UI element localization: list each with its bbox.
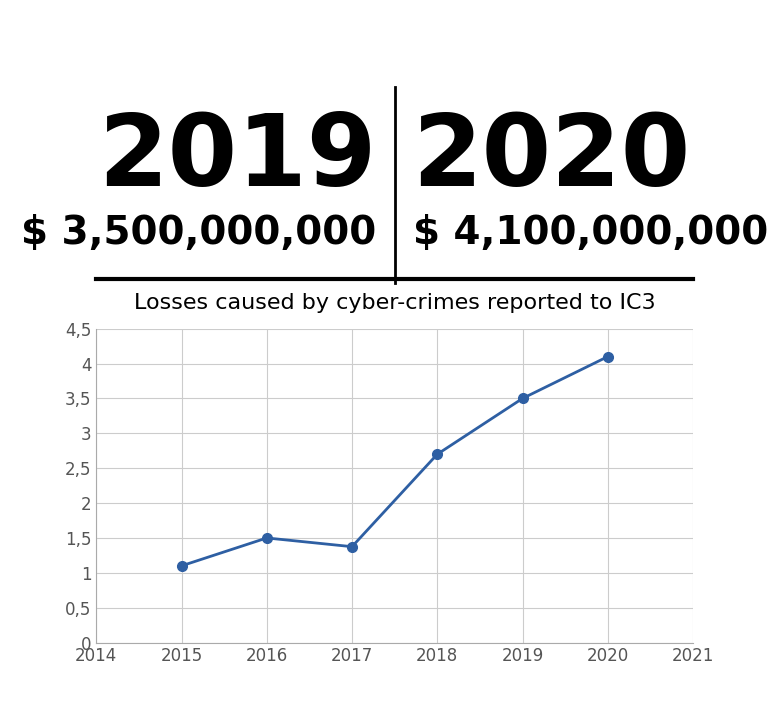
Text: 2019: 2019: [99, 110, 377, 207]
Text: $ 4,100,000,000: $ 4,100,000,000: [413, 214, 768, 252]
Text: 2020: 2020: [413, 110, 691, 207]
Text: $ 3,500,000,000: $ 3,500,000,000: [22, 214, 377, 252]
Title: Losses caused by cyber-crimes reported to IC3: Losses caused by cyber-crimes reported t…: [134, 293, 655, 313]
